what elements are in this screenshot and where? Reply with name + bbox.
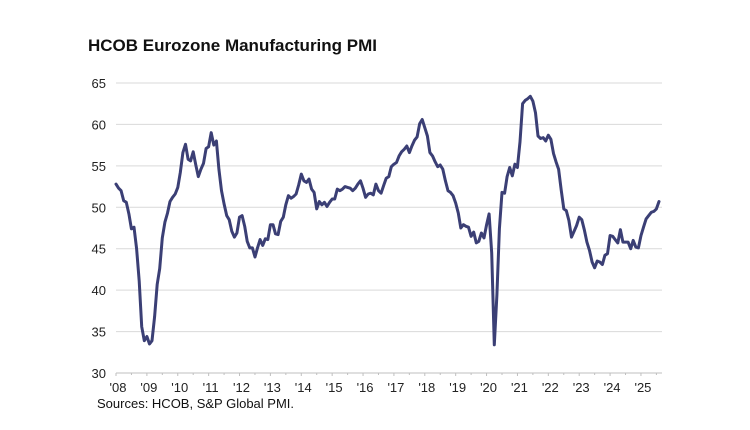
y-axis: 30 35 40 45 50 55 60 65 [92,76,106,381]
y-tick-label: 55 [92,159,106,174]
x-tick-label: '15 [326,380,343,395]
chart-title: HCOB Eurozone Manufacturing PMI [88,36,377,55]
y-tick-label: 35 [92,325,106,340]
x-tick-label: '16 [357,380,374,395]
x-tick-label: '22 [542,380,559,395]
source-note: Sources: HCOB, S&P Global PMI. [97,396,294,411]
x-tick-label: '14 [295,380,312,395]
x-axis: '08 '09 '10 '11 '12 '13 '14 '15 '16 '17 '18 '19 '20 '… [110,372,662,395]
x-tick-label: '18 [418,380,435,395]
x-tick-label: '20 [480,380,497,395]
x-tick-label: '25 [634,380,651,395]
x-tick-label: '24 [604,380,621,395]
x-tick-label: '13 [264,380,281,395]
y-tick-label: 40 [92,283,106,298]
x-tick-label: '19 [449,380,466,395]
series-group [114,94,661,347]
x-tick-label: '21 [511,380,528,395]
x-tick-label: '09 [140,380,157,395]
x-tick-label: '11 [203,380,219,395]
x-tick-label: '17 [387,380,404,395]
y-tick-label: 50 [92,200,106,215]
x-tick-label: '23 [573,380,590,395]
gridlines [116,82,662,333]
y-tick-label: 60 [92,117,106,132]
y-tick-label: 30 [92,366,106,381]
y-tick-label: 45 [92,242,106,257]
y-tick-label: 65 [92,76,106,91]
x-tick-label: '10 [171,380,188,395]
x-tick-label: '12 [233,380,250,395]
series-line-pmi [114,94,661,347]
x-tick-label: '08 [110,380,127,395]
